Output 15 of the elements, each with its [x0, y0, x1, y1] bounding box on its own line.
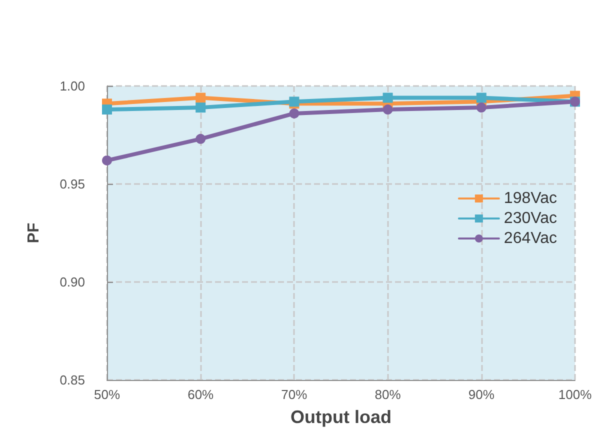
- y-tick-label: 1.00: [60, 78, 85, 94]
- y-tick-label: 0.95: [60, 176, 85, 192]
- legend-label: 230Vac: [504, 210, 557, 227]
- legend-label: 198Vac: [504, 190, 557, 207]
- y-axis-title: PF: [26, 222, 42, 244]
- x-tick-label: 70%: [281, 387, 308, 402]
- legend-label: 264Vac: [504, 230, 557, 247]
- y-tick-label: 0.90: [60, 274, 85, 290]
- x-tick-label: 90%: [468, 387, 495, 402]
- y-tick-label: 0.85: [60, 372, 85, 388]
- x-tick-label: 80%: [374, 387, 402, 402]
- x-tick-label: 60%: [188, 387, 214, 402]
- x-tick-label: 100%: [558, 387, 592, 402]
- x-tick-label: 50%: [94, 387, 120, 402]
- x-axis-title: Output load: [290, 407, 392, 427]
